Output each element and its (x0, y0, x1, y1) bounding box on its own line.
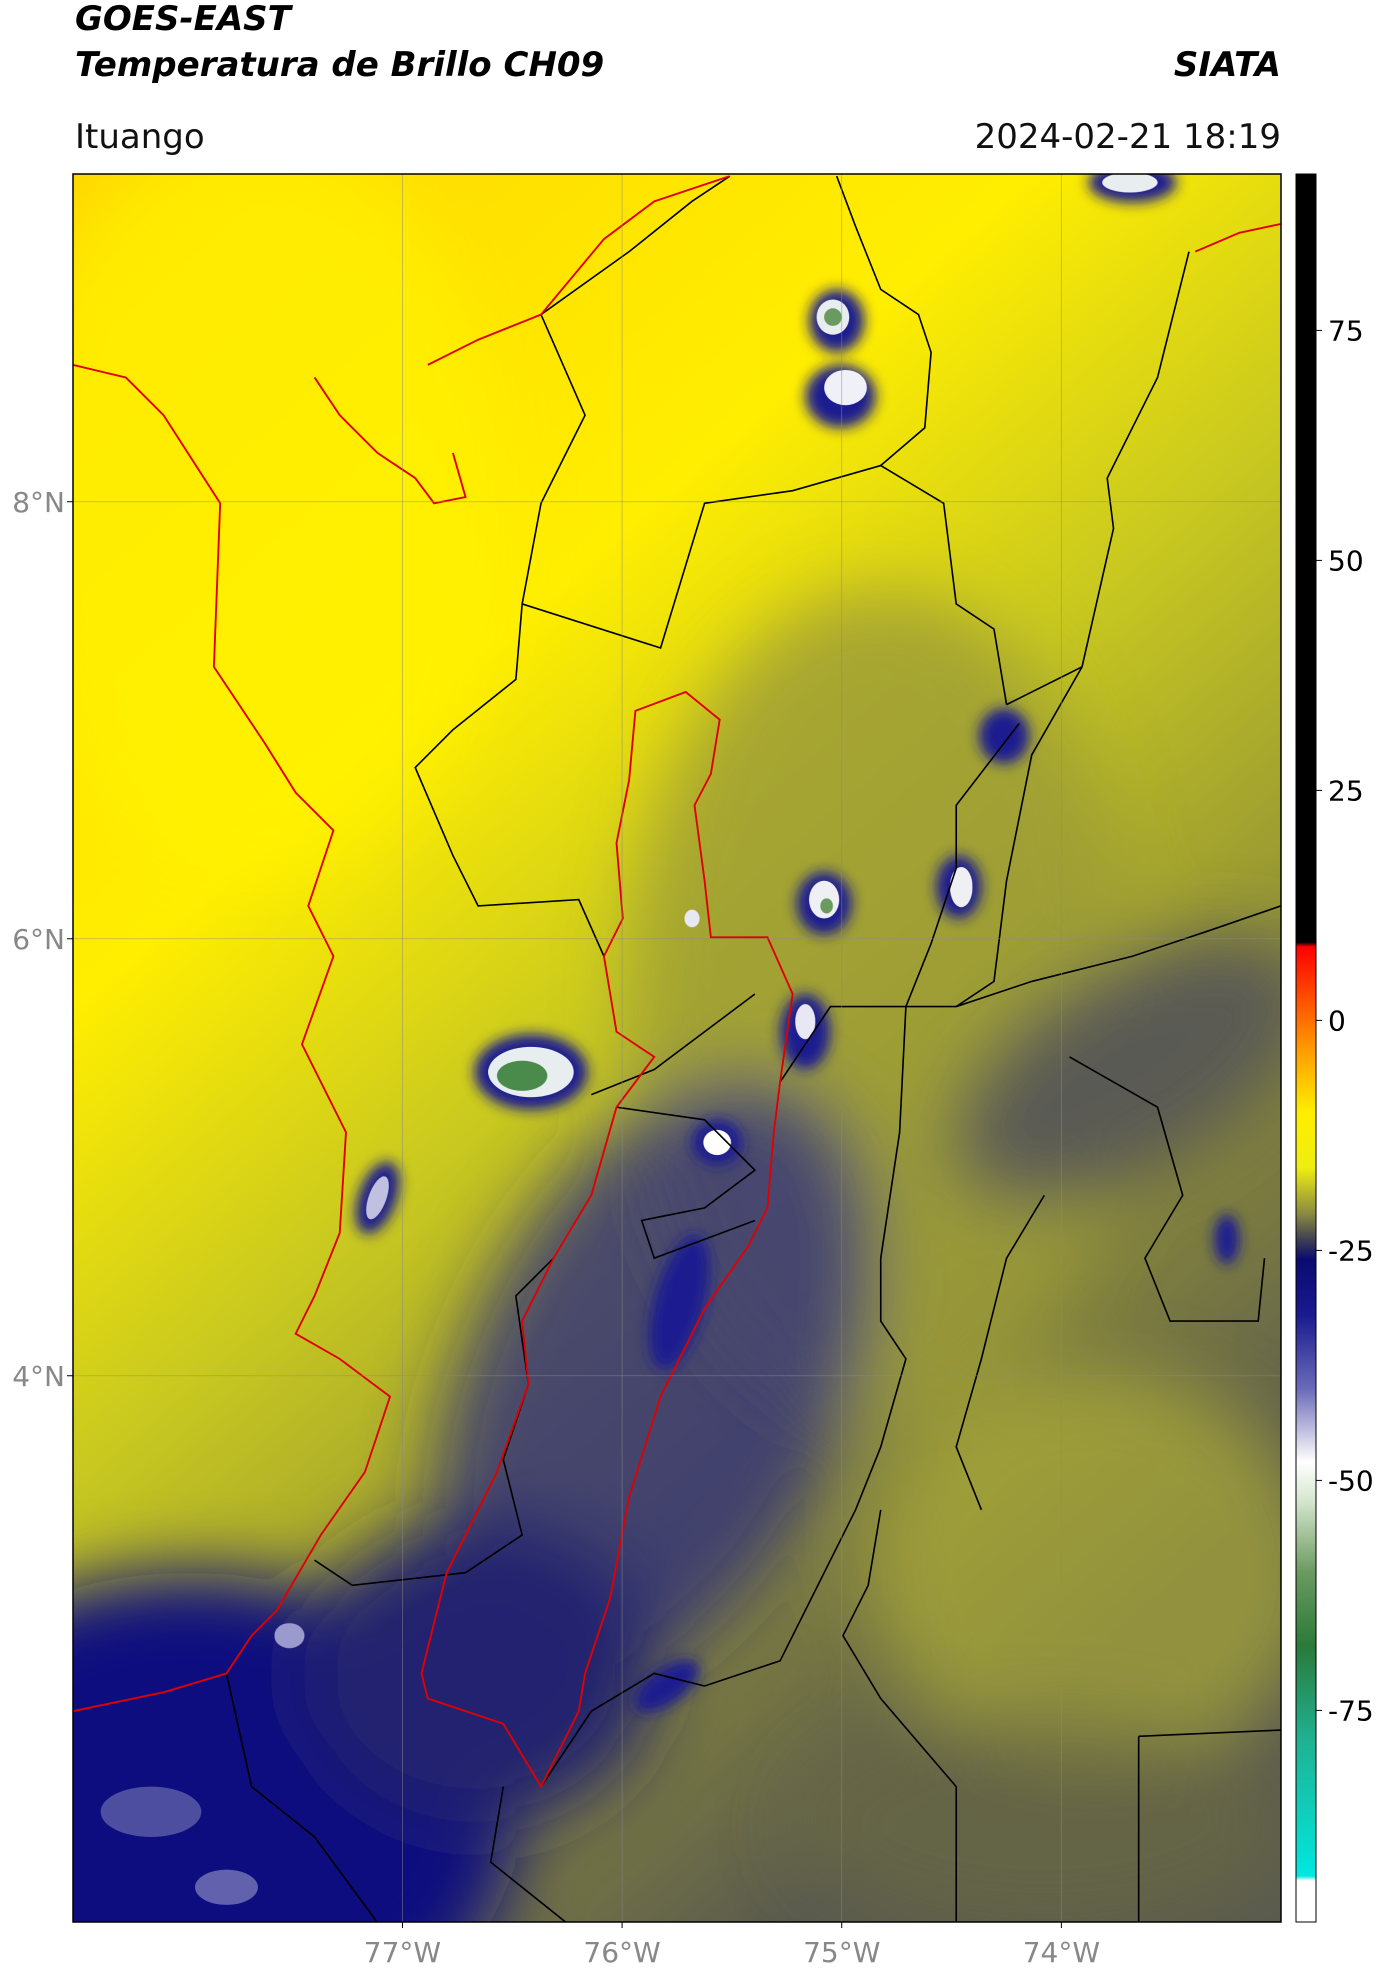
y-tick-label: 8°N (12, 486, 65, 519)
x-tick-label: 77°W (364, 1936, 441, 1969)
subtitle: Temperatura de Brillo CH09 (75, 45, 604, 85)
x-tick-label: 76°W (583, 1936, 660, 1969)
graticule (73, 174, 1281, 1922)
colorbar-tick-label: -50 (1328, 1464, 1374, 1497)
colorbar-tick-label: -25 (1328, 1234, 1374, 1267)
x-tick-label: 74°W (1023, 1936, 1100, 1969)
brand: SIATA (1174, 45, 1281, 85)
colorbar-scale (1295, 173, 1317, 1923)
title: GOES-EAST (75, 0, 294, 39)
colorbar-tick-label: 50 (1328, 544, 1364, 577)
location: Ituango (75, 117, 205, 157)
y-tick-label: 4°N (12, 1360, 65, 1393)
colorbar-tick-label: 0 (1328, 1004, 1346, 1037)
y-tick-label: 6°N (12, 923, 65, 956)
colorbar-tick-label: 75 (1328, 314, 1364, 347)
x-tick-label: 75°W (803, 1936, 880, 1969)
colorbar: -75 -50 -25 0 25 50 75 (1295, 173, 1374, 1923)
map-raster (73, 174, 1281, 1922)
map-frame (72, 173, 1282, 1923)
colorbar-tick-label: 25 (1328, 774, 1364, 807)
timestamp: 2024-02-21 18:19 (975, 117, 1281, 157)
colorbar-tick-label: -75 (1328, 1694, 1374, 1727)
map (72, 173, 1282, 1923)
